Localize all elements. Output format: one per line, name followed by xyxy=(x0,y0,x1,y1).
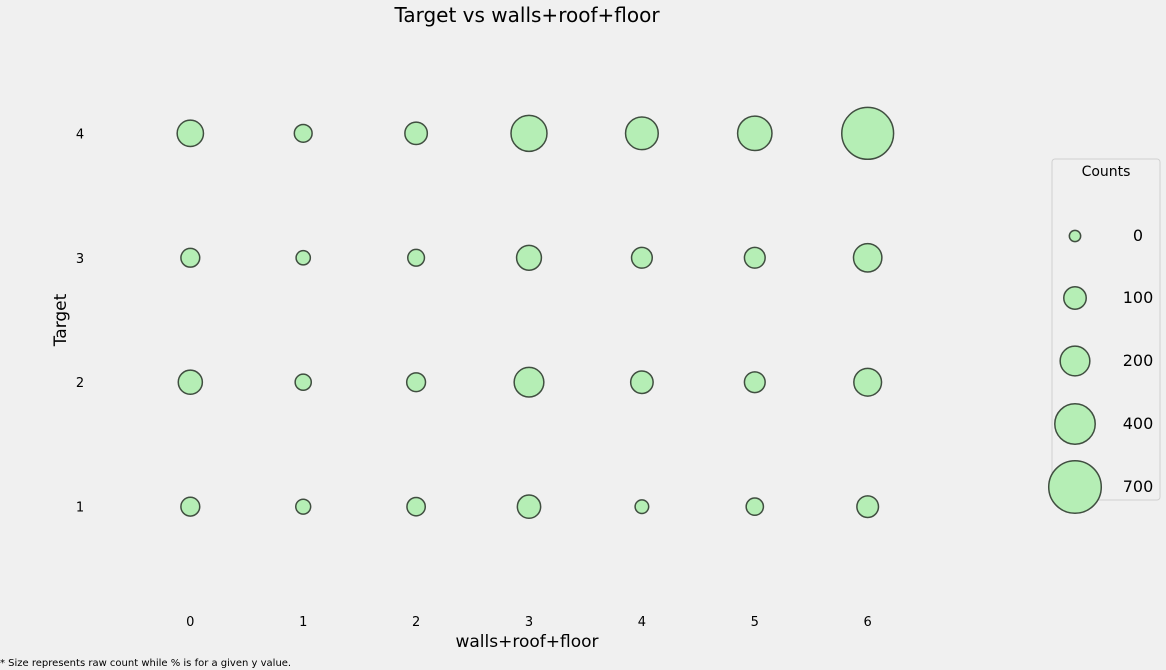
x-tick-label: 0 xyxy=(186,615,194,630)
bubble-point xyxy=(852,242,883,273)
bubble-point xyxy=(856,495,880,519)
bubble-point xyxy=(293,123,313,143)
legend-label: 0 xyxy=(1133,226,1143,245)
x-tick-label: 2 xyxy=(412,615,420,630)
x-axis-label: walls+roof+floor xyxy=(455,632,598,652)
bubble-point xyxy=(743,246,766,269)
bubble-point xyxy=(510,114,548,153)
bubble-point xyxy=(404,121,429,146)
x-tick-label: 6 xyxy=(864,615,872,630)
legend-marker xyxy=(1063,286,1087,310)
bubble-point xyxy=(406,496,427,517)
bubble-point xyxy=(180,247,201,268)
bubble-point xyxy=(629,370,654,395)
bubble-point xyxy=(180,496,201,517)
bubble-point xyxy=(630,246,654,269)
bubble-point xyxy=(841,106,895,161)
y-axis-ticks: 1 2 3 4 xyxy=(76,127,84,515)
x-tick-label: 1 xyxy=(299,615,307,630)
legend-label: 400 xyxy=(1123,414,1154,433)
bubble-point xyxy=(634,499,650,515)
y-tick-label: 1 xyxy=(76,501,84,516)
bubble-point xyxy=(295,249,312,266)
bubble-point xyxy=(405,372,427,393)
y-tick-label: 4 xyxy=(76,127,84,142)
bubble-point xyxy=(407,248,426,267)
legend-marker xyxy=(1054,403,1096,445)
x-tick-label: 5 xyxy=(751,615,759,630)
y-axis-label: Target xyxy=(51,293,71,347)
legend: Counts 0 100 200 400 700 xyxy=(1047,158,1161,515)
bubble-point xyxy=(295,498,312,515)
bubble-point xyxy=(745,497,765,517)
legend-label: 700 xyxy=(1123,477,1154,496)
legend-marker xyxy=(1047,459,1103,515)
y-tick-label: 3 xyxy=(76,252,84,267)
legend-marker xyxy=(1059,345,1091,377)
bubble-point xyxy=(736,115,773,152)
bubble-point xyxy=(853,367,883,397)
chart-title: Target vs walls+roof+floor xyxy=(393,3,660,27)
y-tick-label: 2 xyxy=(76,376,84,391)
legend-label: 200 xyxy=(1123,351,1154,370)
x-tick-label: 4 xyxy=(638,615,646,630)
x-axis-ticks: 0 1 2 3 4 5 6 xyxy=(186,615,872,630)
legend-title: Counts xyxy=(1082,164,1131,180)
bubble-point xyxy=(624,116,659,151)
legend-label: 100 xyxy=(1123,288,1154,307)
footnote: * Size represents raw count while % is f… xyxy=(0,658,292,669)
bubble-point xyxy=(513,366,545,398)
bubble-point xyxy=(177,369,204,396)
legend-frame xyxy=(1051,158,1161,501)
bubble-point xyxy=(176,119,205,148)
bubble-point xyxy=(294,373,313,392)
legend-marker xyxy=(1068,229,1082,243)
bubble-point xyxy=(515,244,543,271)
bubble-point xyxy=(516,494,542,520)
bubble-point xyxy=(743,371,766,394)
x-tick-label: 3 xyxy=(525,615,533,630)
bubble-series xyxy=(176,106,895,520)
